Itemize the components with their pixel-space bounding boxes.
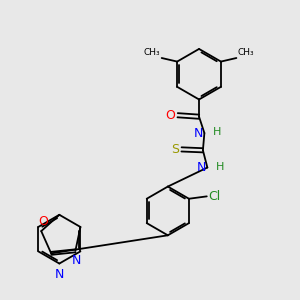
Text: N: N: [55, 268, 64, 281]
Text: S: S: [171, 143, 179, 156]
Text: O: O: [38, 214, 48, 227]
Text: N: N: [194, 127, 203, 140]
Text: H: H: [216, 162, 224, 172]
Text: H: H: [213, 128, 221, 137]
Text: CH₃: CH₃: [238, 48, 254, 57]
Text: CH₃: CH₃: [144, 48, 160, 57]
Text: Cl: Cl: [208, 190, 220, 203]
Text: N: N: [72, 254, 82, 267]
Text: O: O: [165, 109, 175, 122]
Text: N: N: [196, 161, 206, 174]
